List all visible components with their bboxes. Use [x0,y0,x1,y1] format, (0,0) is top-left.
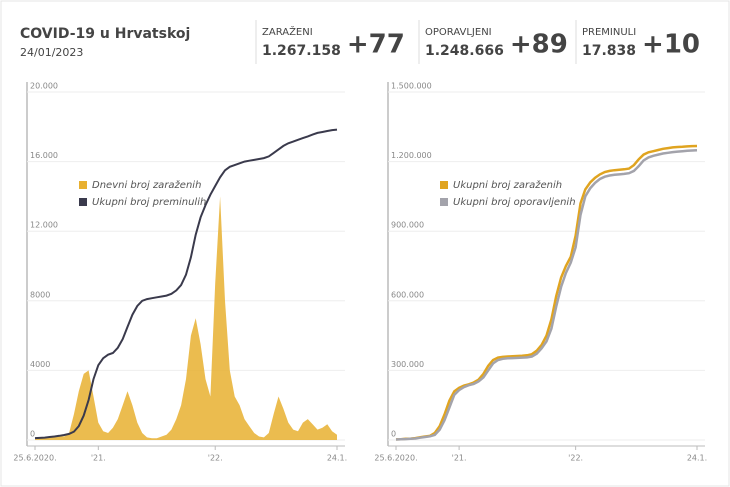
x-tick-label: 25.6.2020. [374,454,417,463]
legend-swatch [440,181,448,189]
stat-delta: +77 [347,30,405,60]
legend-label: Ukupni broj oporavljenih [453,197,576,208]
y-tick-label: 300.000 [391,360,424,369]
y-tick-label: 20.000 [30,82,58,91]
y-tick-label: 0 [30,430,35,439]
y-tick-label: 8000 [30,290,50,299]
y-tick-label: 600.000 [391,290,424,299]
line [34,128,338,440]
y-tick-label: 12.000 [30,221,58,230]
stat-delta: +89 [510,30,568,60]
x-tick-label: 25.6.2020. [13,454,56,463]
x-tick-label: '21. [91,454,106,463]
stat-label: PREMINULI [582,27,636,38]
y-tick-label: 0 [391,430,396,439]
area [35,196,337,440]
legend-label: Dnevni broj zaraženih [92,179,201,191]
line [395,144,698,441]
line [395,149,698,441]
legend-label: Ukupni broj zaraženih [453,179,562,191]
legend-swatch [79,181,87,189]
chart-left: 0 4000 8000 12.000 16.000 20.000 25.6.2020. '21… [13,82,347,463]
stat-label: ZARAŽENI [262,25,313,38]
x-tick-label: '21. [452,454,467,463]
y-tick-label: 1.500.000 [391,82,432,91]
y-tick-label: 16.000 [30,151,58,160]
date: 24/01/2023 [20,46,83,59]
title: COVID-19 u Hrvatskoj [20,26,190,42]
x-tick-label: 24.1. [687,454,707,463]
x-tick-label: '22. [208,454,223,463]
legend-swatch [79,198,87,206]
stat-total: 1.248.666 [425,43,504,59]
stat-total: 1.267.158 [262,43,341,59]
y-tick-label: 4000 [30,360,50,369]
chart-right: 0 300.000 600.000 900.000 1.200.000 1.500.000… [374,82,707,463]
y-tick-label: 900.000 [391,221,424,230]
stat-delta: +10 [642,30,700,60]
stat-total: 17.838 [582,43,636,59]
legend-label: Ukupni broj preminulih [92,197,206,208]
legend-swatch [440,198,448,206]
stats: ZARAŽENI 1.267.158 +77 OPORAVLJENI 1.248.666… [255,20,700,64]
x-tick-label: '22. [568,454,583,463]
y-tick-label: 1.200.000 [391,151,432,160]
stat-label: OPORAVLJENI [425,27,492,38]
x-tick-label: 24.1. [327,454,347,463]
